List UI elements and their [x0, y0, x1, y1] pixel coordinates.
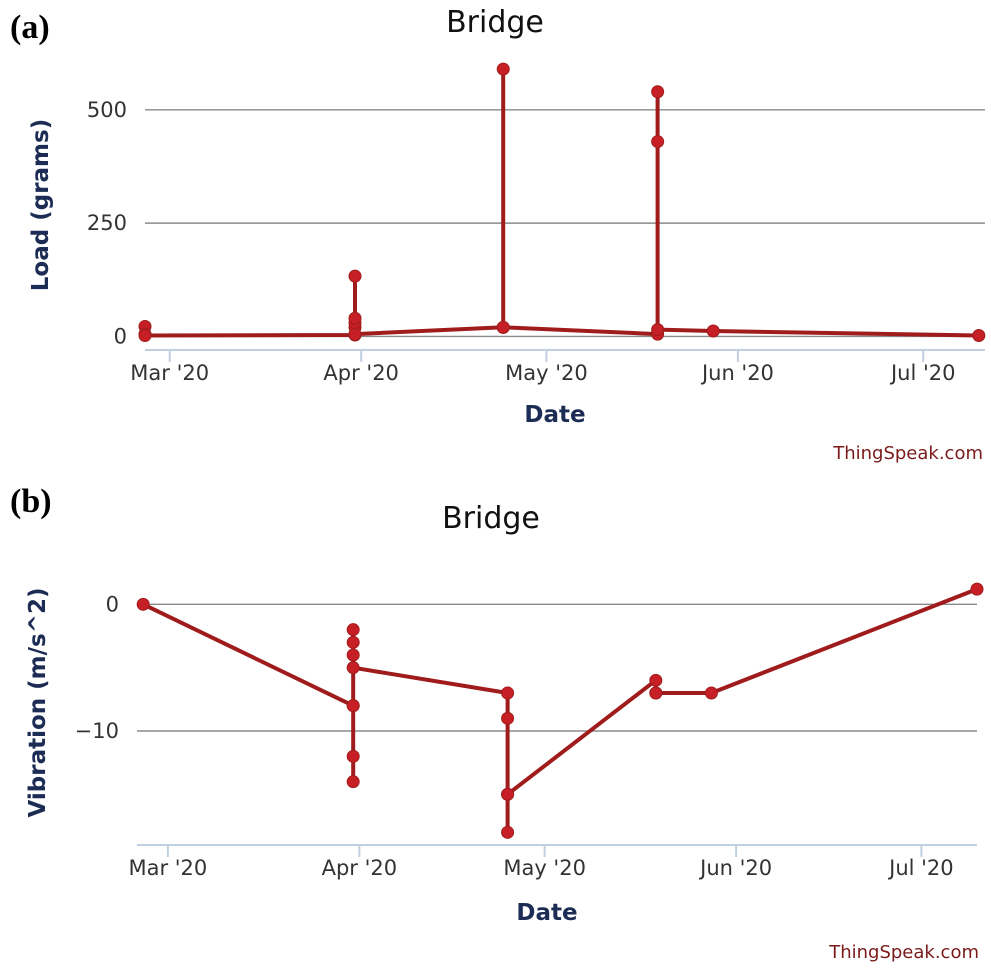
data-point — [346, 775, 360, 789]
series-line — [143, 67, 979, 338]
chart-panel-b: (b) Bridge −10 0 Mar '20 Apr '20 May '20 Jun '2… — [10, 483, 984, 963]
y-axis-title: Vibration (m/s^2) — [25, 587, 51, 817]
data-point — [138, 329, 152, 342]
data-point — [970, 582, 984, 596]
x-tick-label: Jul '20 — [887, 856, 954, 880]
data-point — [501, 787, 515, 801]
data-point — [649, 686, 663, 700]
data-point — [496, 62, 510, 76]
data-point — [651, 85, 665, 99]
data-point — [346, 648, 360, 662]
data-point — [346, 661, 360, 675]
x-tick-label: Apr '20 — [322, 856, 398, 880]
x-tick-label: Apr '20 — [323, 361, 399, 385]
x-axis-title: Date — [524, 402, 585, 428]
data-point — [348, 269, 362, 283]
y-axis-title: Load (grams) — [28, 119, 54, 291]
data-point — [651, 323, 665, 337]
x-tick-label: Mar '20 — [128, 856, 207, 880]
data-point — [346, 749, 360, 763]
x-tick-label: Jul '20 — [889, 361, 956, 385]
series-line — [142, 587, 978, 835]
data-point — [706, 324, 720, 338]
y-tick-label: 0 — [114, 324, 127, 348]
x-tick-label: Jun '20 — [698, 856, 772, 880]
data-point — [501, 711, 515, 725]
data-point — [704, 686, 718, 700]
panel-label: (a) — [10, 9, 50, 46]
chart-panel-a: (a) Bridge 0 250 500 Mar '20 Apr '20 May '20 Jun… — [10, 5, 986, 464]
x-tick-label: May '20 — [505, 361, 588, 385]
data-point — [346, 635, 360, 649]
credit-text: ThingSpeak.com — [828, 942, 979, 963]
data-point — [346, 623, 360, 637]
y-tick-label: 0 — [106, 592, 119, 616]
x-tick-label: Jun '20 — [700, 361, 774, 385]
panel-label: (b) — [10, 483, 52, 520]
data-point — [972, 329, 986, 342]
data-point — [501, 825, 515, 839]
credit-text: ThingSpeak.com — [832, 443, 983, 464]
x-axis-title: Date — [516, 900, 577, 926]
chart-title: Bridge — [446, 5, 544, 40]
data-point — [348, 327, 362, 341]
data-point — [346, 699, 360, 713]
x-tick-label: May '20 — [503, 856, 586, 880]
y-tick-label: 250 — [87, 211, 127, 235]
data-point — [651, 135, 665, 149]
x-tick-label: Mar '20 — [130, 361, 209, 385]
data-point — [496, 320, 510, 334]
chart-title: Bridge — [442, 501, 540, 536]
data-point — [348, 311, 362, 325]
data-point — [649, 673, 663, 687]
data-point — [136, 597, 150, 611]
y-tick-label: −10 — [75, 719, 119, 743]
y-tick-label: 500 — [87, 98, 127, 122]
data-point — [501, 686, 515, 700]
